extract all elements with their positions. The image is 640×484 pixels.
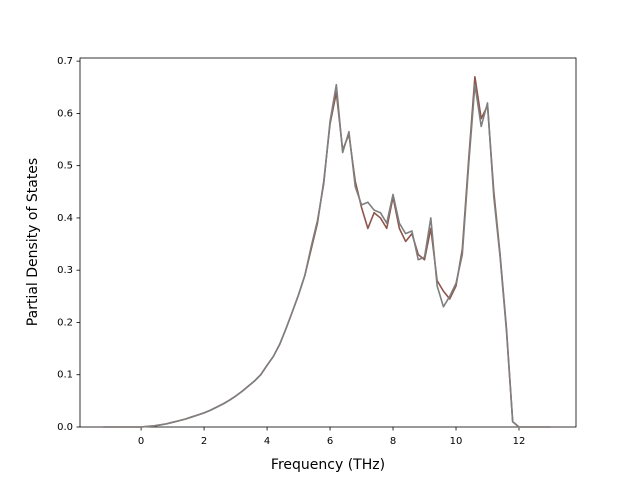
y-axis-label: Partial Density of States (25, 158, 41, 326)
x-tick-label: 6 (327, 436, 333, 447)
y-tick-label: 0.3 (57, 265, 73, 276)
y-tick-label: 0.0 (57, 422, 73, 433)
x-tick-label: 8 (390, 436, 396, 447)
series-line (103, 76, 551, 428)
y-tick-label: 0.5 (57, 161, 73, 172)
x-axis-label: Frequency (THz) (271, 457, 385, 473)
y-tick-label: 0.4 (57, 213, 73, 224)
x-tick-label: 2 (201, 436, 207, 447)
y-tick-label: 0.7 (57, 56, 73, 67)
y-tick-label: 0.2 (57, 317, 73, 328)
series-line (103, 83, 551, 428)
y-tick-label: 0.1 (57, 370, 73, 381)
axes-frame (79, 57, 577, 428)
x-tick-label: 4 (264, 436, 270, 447)
x-tick-label: 0 (138, 436, 144, 447)
x-tick-label: 10 (450, 436, 463, 447)
x-tick-label: 12 (513, 436, 526, 447)
y-tick-label: 0.6 (57, 108, 73, 119)
